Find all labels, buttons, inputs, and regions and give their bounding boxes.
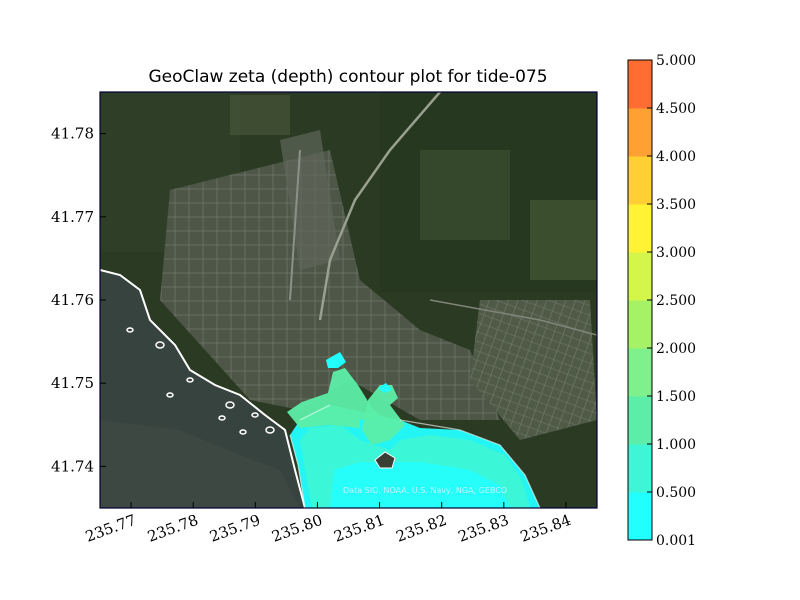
colorbar-tick-label: 2.000 [656, 341, 696, 357]
colorbar-segment [628, 492, 652, 541]
map-attribution: Data SIO, NOAA, U.S. Navy, NGA, GEBCO [343, 486, 507, 495]
inundation-level-3 [287, 368, 380, 428]
colorbar-segment [628, 444, 652, 493]
x-tick-label: 235.78 [145, 511, 200, 546]
y-axis: 41.74 41.75 41.76 41.77 41.78 [51, 125, 106, 475]
y-tick-label: 41.76 [51, 291, 94, 309]
colorbar-tick-label: 3.500 [656, 197, 696, 213]
x-tick-label: 235.80 [269, 511, 324, 546]
colorbar-segment [628, 108, 652, 157]
x-tick-label: 235.84 [518, 511, 573, 546]
colorbar-tick-label: 0.500 [656, 485, 696, 501]
map-panel: Data SIO, NOAA, U.S. Navy, NGA, GEBCO [100, 92, 597, 508]
x-tick-label: 235.82 [394, 511, 449, 546]
x-tick-label: 235.79 [207, 511, 262, 546]
colorbar-segment [628, 396, 652, 445]
colorbar-tick-label: 1.500 [656, 389, 696, 405]
colorbar-tick-label: 5.000 [656, 53, 696, 69]
colorbar: 0.001 0.500 1.000 1.500 2.000 2.500 3.000 3.500… [627, 53, 696, 549]
colorbar-tick-label: 1.000 [656, 437, 696, 453]
y-tick-label: 41.77 [51, 208, 94, 226]
colorbar-tick-label: 4.500 [656, 101, 696, 117]
colorbar-segment [628, 60, 652, 109]
colorbar-tick-label: 0.001 [656, 533, 696, 549]
colorbar-segment [628, 156, 652, 205]
y-tick-label: 41.78 [51, 125, 94, 143]
x-tick-label: 235.83 [456, 511, 511, 546]
colorbar-segment [628, 348, 652, 397]
y-tick-label: 41.75 [51, 374, 94, 392]
y-tick-label: 41.74 [51, 457, 94, 475]
x-tick-label: 235.77 [83, 511, 138, 546]
colorbar-tick-label: 4.000 [656, 149, 696, 165]
colorbar-tick-label: 2.500 [656, 293, 696, 309]
x-tick-label: 235.81 [331, 511, 386, 546]
chart-title: GeoClaw zeta (depth) contour plot for ti… [148, 67, 547, 87]
colorbar-segment [628, 204, 652, 253]
colorbar-segment [628, 252, 652, 301]
colorbar-tick-label: 3.000 [656, 245, 696, 261]
colorbar-segment [628, 300, 652, 349]
